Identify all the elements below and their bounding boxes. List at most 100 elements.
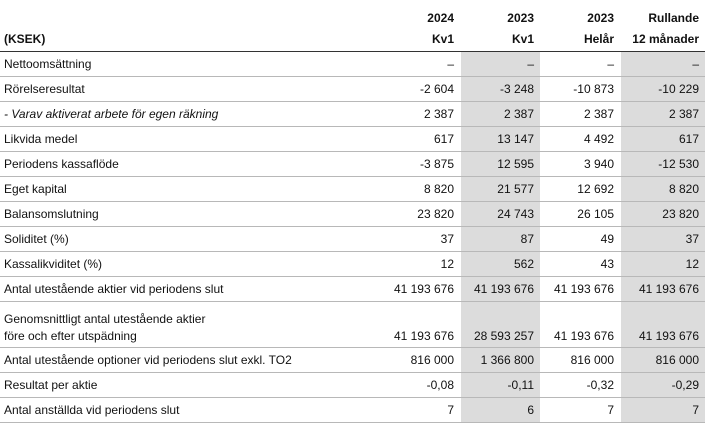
table-row: Likvida medel 617 13 147 4 492 617	[0, 127, 705, 152]
row-label: - Varav aktiverat arbete för egen räknin…	[4, 107, 219, 121]
table-row: Nettoomsättning – – – –	[0, 52, 705, 77]
row-value-col4: 23 820	[620, 202, 705, 226]
row-value-col2: 87	[460, 227, 540, 251]
row-value-col1: 8 820	[380, 177, 460, 201]
row-label: Kassalikviditet (%)	[4, 257, 103, 271]
row-label: Balansomslutning	[4, 207, 99, 221]
row-value-col4: -0,29	[620, 373, 705, 397]
row-value-col4: 41 193 676	[620, 302, 705, 347]
row-label: Antal utestående optioner vid periodens …	[4, 353, 292, 367]
table-row: Antal utestående optioner vid periodens …	[0, 348, 705, 373]
table-row: Soliditet (%) 37 87 49 37	[0, 227, 705, 252]
row-value-col2: -0,11	[460, 373, 540, 397]
row-value-col1: 816 000	[380, 348, 460, 372]
row-label: Rörelseresultat	[4, 82, 85, 96]
header-period-col3: Helår	[540, 27, 620, 51]
header-row-periods: (KSEK) Kv1 Kv1 Helår 12 månader	[0, 27, 705, 52]
row-value-col2: 2 387	[460, 102, 540, 126]
row-value-col1: -3 875	[380, 152, 460, 176]
table-row: Kassalikviditet (%) 12 562 43 12	[0, 252, 705, 277]
row-value-col3: 49	[540, 227, 620, 251]
row-value-col2: 13 147	[460, 127, 540, 151]
row-value-col1: 23 820	[380, 202, 460, 226]
row-value-col1: 617	[380, 127, 460, 151]
row-value-col4: 41 193 676	[620, 277, 705, 301]
header-year-col3: 2023	[540, 0, 620, 27]
row-value-col2: 28 593 257	[460, 302, 540, 347]
row-value-col3: 2 387	[540, 102, 620, 126]
row-value-col4: 37	[620, 227, 705, 251]
header-year-col2: 2023	[460, 0, 540, 27]
row-value-col4: 816 000	[620, 348, 705, 372]
header-period-col4: 12 månader	[620, 27, 705, 51]
row-value-col4: 8 820	[620, 177, 705, 201]
row-value-col1: 41 193 676	[380, 302, 460, 347]
table-row: Genomsnittligt antal utestående aktier fö…	[0, 302, 705, 348]
table-row: Periodens kassaflöde -3 875 12 595 3 940 -12…	[0, 152, 705, 177]
row-label: Soliditet (%)	[4, 232, 69, 246]
row-value-col1: 7	[380, 398, 460, 422]
table-row: Balansomslutning 23 820 24 743 26 105 23 820	[0, 202, 705, 227]
row-label: Periodens kassaflöde	[4, 157, 119, 171]
row-value-col4: 2 387	[620, 102, 705, 126]
row-value-col4: 12	[620, 252, 705, 276]
row-value-col3: 12 692	[540, 177, 620, 201]
row-value-col3: -0,32	[540, 373, 620, 397]
row-value-col1: –	[380, 52, 460, 76]
row-value-col2: -3 248	[460, 77, 540, 101]
row-value-col4: 7	[620, 398, 705, 422]
table-row: Antal anställda vid periodens slut 7 6 7 7	[0, 398, 705, 423]
row-label-line1: Genomsnittligt antal utestående aktier	[4, 312, 206, 326]
row-value-col2: 6	[460, 398, 540, 422]
row-value-col3: 26 105	[540, 202, 620, 226]
row-value-col3: 41 193 676	[540, 277, 620, 301]
row-value-col2: 562	[460, 252, 540, 276]
row-value-col3: –	[540, 52, 620, 76]
row-label: Antal anställda vid periodens slut	[4, 403, 180, 417]
table-row: Rörelseresultat -2 604 -3 248 -10 873 -10 22…	[0, 77, 705, 102]
row-label: Antal utestående aktier vid periodens sl…	[4, 282, 224, 296]
header-year-col1: 2024	[380, 0, 460, 27]
row-value-col3: 7	[540, 398, 620, 422]
row-value-col3: 41 193 676	[540, 302, 620, 347]
row-value-col1: 12	[380, 252, 460, 276]
table-row: Antal utestående aktier vid periodens sl…	[0, 277, 705, 302]
row-value-col3: 4 492	[540, 127, 620, 151]
header-period-col2: Kv1	[460, 27, 540, 51]
table-body: Nettoomsättning – – – – Rörelseresultat -2 604…	[0, 52, 705, 423]
header-period-col1: Kv1	[380, 27, 460, 51]
row-value-col1: -0,08	[380, 373, 460, 397]
row-value-col3: 816 000	[540, 348, 620, 372]
row-value-col2: –	[460, 52, 540, 76]
row-value-col2: 1 366 800	[460, 348, 540, 372]
row-value-col3: -10 873	[540, 77, 620, 101]
row-label-line2: före och efter utspädning	[4, 329, 137, 343]
row-value-col3: 43	[540, 252, 620, 276]
header-year-col4: Rullande	[620, 0, 705, 27]
table-row: - Varav aktiverat arbete för egen räknin…	[0, 102, 705, 127]
row-value-col1: 37	[380, 227, 460, 251]
table-row: Resultat per aktie -0,08 -0,11 -0,32 -0,29	[0, 373, 705, 398]
row-value-col1: 41 193 676	[380, 277, 460, 301]
row-value-col2: 41 193 676	[460, 277, 540, 301]
row-label: Likvida medel	[4, 132, 78, 146]
row-label: Resultat per aktie	[4, 378, 98, 392]
row-label: Genomsnittligt antal utestående aktier fö…	[0, 302, 380, 347]
row-value-col2: 21 577	[460, 177, 540, 201]
table-row: Eget kapital 8 820 21 577 12 692 8 820	[0, 177, 705, 202]
row-label: Eget kapital	[4, 182, 67, 196]
row-value-col4: 617	[620, 127, 705, 151]
row-value-col2: 24 743	[460, 202, 540, 226]
row-value-col1: 2 387	[380, 102, 460, 126]
row-value-col1: -2 604	[380, 77, 460, 101]
row-label: Nettoomsättning	[4, 57, 92, 71]
row-value-col3: 3 940	[540, 152, 620, 176]
row-value-col2: 12 595	[460, 152, 540, 176]
row-value-col4: -12 530	[620, 152, 705, 176]
header-empty	[0, 0, 380, 27]
row-value-col4: –	[620, 52, 705, 76]
header-row-years: 2024 2023 2023 Rullande	[0, 0, 705, 27]
header-unit-label: (KSEK)	[4, 32, 46, 46]
row-value-col4: -10 229	[620, 77, 705, 101]
